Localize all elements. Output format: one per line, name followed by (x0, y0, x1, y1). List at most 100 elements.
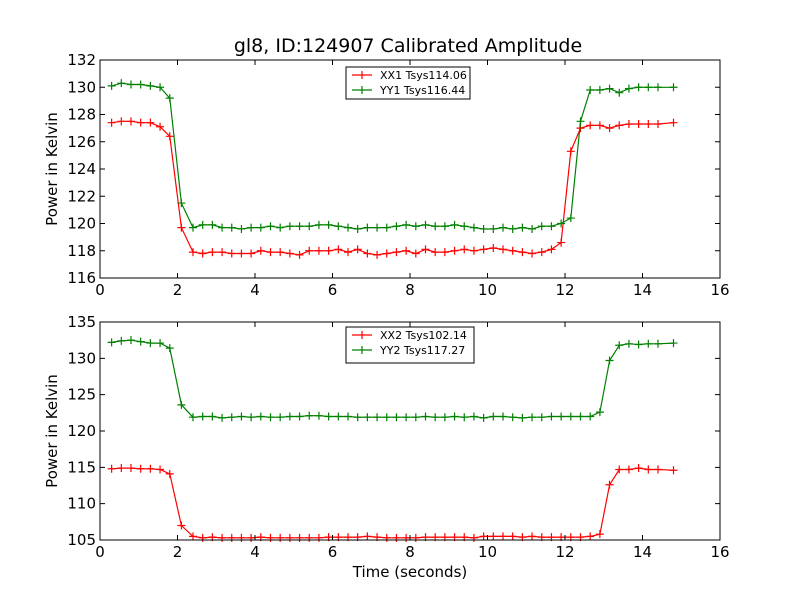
data-point (547, 412, 556, 421)
data-point (305, 533, 314, 542)
data-point (392, 533, 401, 542)
data-point (363, 223, 372, 232)
y-tick-label: 116 (67, 269, 96, 287)
data-point (634, 83, 643, 92)
data-point (256, 223, 265, 232)
data-point (576, 412, 585, 421)
data-point (644, 83, 653, 92)
data-point (276, 248, 285, 257)
data-point (218, 223, 227, 232)
data-point (363, 532, 372, 541)
data-point (508, 532, 517, 541)
data-point (440, 222, 449, 231)
data-point (324, 246, 333, 255)
data-point (266, 248, 275, 257)
data-point (165, 469, 174, 478)
data-point (107, 338, 116, 347)
legend: XX2 Tsys102.14 YY2 Tsys117.27 (345, 326, 475, 364)
data-point (518, 248, 527, 257)
y-tick-label: 110 (67, 495, 96, 513)
data-point (528, 224, 537, 233)
data-point (146, 339, 155, 348)
data-point (305, 246, 314, 255)
data-point (499, 532, 507, 541)
data-point (266, 533, 275, 542)
data-point (256, 246, 265, 255)
legend-label: XX1 Tsys114.06 (380, 69, 467, 82)
data-point (285, 533, 294, 542)
y-tick-label: 120 (67, 422, 96, 440)
data-point (392, 222, 401, 231)
data-point (117, 79, 126, 88)
data-point (218, 248, 227, 257)
data-point (615, 121, 624, 130)
y-tick-label: 105 (67, 531, 96, 549)
data-point (421, 412, 430, 421)
data-point (256, 412, 265, 421)
y-tick-label: 130 (67, 78, 96, 96)
data-point (489, 224, 498, 233)
data-point (479, 532, 488, 541)
data-point (450, 220, 459, 229)
data-point (669, 339, 678, 348)
data-point (295, 412, 304, 421)
data-point (402, 533, 411, 542)
data-point (237, 533, 246, 542)
y-tick-label: 135 (67, 313, 96, 331)
data-point (227, 249, 236, 258)
data-point (605, 124, 614, 133)
legend-swatch (352, 71, 372, 79)
data-point (421, 245, 430, 254)
data-point (198, 533, 207, 542)
data-point (518, 413, 527, 422)
x-tick-label: 12 (555, 543, 574, 561)
data-point (528, 413, 537, 422)
data-point (489, 412, 498, 421)
data-point (107, 81, 116, 90)
data-point (373, 250, 382, 259)
data-point (547, 222, 556, 231)
series-2-1 (107, 464, 678, 542)
data-point (127, 336, 135, 345)
series-line (111, 120, 674, 256)
data-point (586, 121, 595, 130)
data-point (595, 121, 604, 130)
data-point (402, 246, 411, 255)
data-point (440, 413, 449, 422)
data-point (586, 412, 595, 421)
data-point (669, 466, 678, 475)
data-point (508, 224, 517, 233)
y-tick-label: 115 (67, 458, 96, 476)
data-point (353, 224, 362, 233)
y-tick-label: 120 (67, 215, 96, 233)
x-tick-label: 6 (328, 281, 338, 299)
data-point (266, 413, 275, 422)
x-tick-label: 10 (478, 543, 497, 561)
data-point (127, 80, 135, 89)
data-point (382, 413, 391, 422)
data-point (227, 223, 236, 232)
data-point (314, 246, 323, 255)
data-point (189, 248, 197, 257)
data-point (218, 413, 227, 422)
data-point (208, 412, 217, 421)
series-line (111, 339, 674, 419)
data-point (586, 85, 595, 94)
data-point (218, 533, 227, 542)
data-point (127, 464, 135, 473)
data-point (227, 533, 236, 542)
data-point (324, 220, 333, 229)
data-point (107, 464, 116, 473)
data-point (177, 223, 186, 232)
data-point (276, 533, 285, 542)
data-point (499, 245, 507, 254)
data-point (305, 411, 314, 420)
data-point (146, 81, 155, 90)
x-tick-label: 6 (328, 543, 338, 561)
y-tick-label: 122 (67, 187, 96, 205)
data-point (566, 147, 575, 156)
data-point (576, 117, 585, 126)
data-point (654, 120, 662, 129)
data-point (136, 118, 145, 127)
